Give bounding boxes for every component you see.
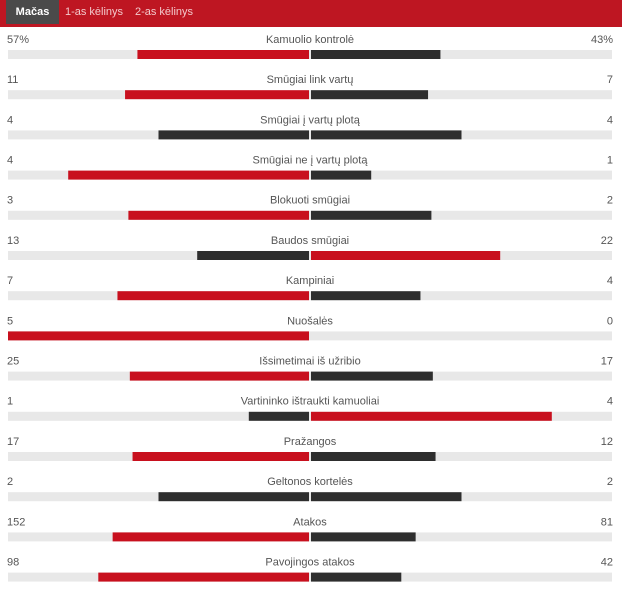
home-value: 4 xyxy=(7,155,13,167)
home-bar xyxy=(125,90,309,100)
bar-track xyxy=(8,371,612,381)
away-bar xyxy=(311,572,402,582)
home-value: 17 xyxy=(7,436,19,448)
stat-label: Blokuoti smūgiai xyxy=(270,195,350,207)
bar-track xyxy=(8,130,612,140)
away-bar xyxy=(311,90,429,100)
away-bar xyxy=(311,50,441,59)
bar-track xyxy=(8,90,612,100)
away-value: 42 xyxy=(601,557,613,569)
away-bar xyxy=(311,532,416,542)
home-value: 25 xyxy=(7,356,19,368)
home-value: 13 xyxy=(7,235,19,247)
away-bar xyxy=(311,251,501,260)
away-value: 43% xyxy=(591,34,613,46)
stat-label: Smūgiai ne į vartų plotą xyxy=(253,155,369,167)
tab[interactable]: 2-as kėlinys xyxy=(135,6,194,18)
away-bar xyxy=(311,411,552,421)
home-bar xyxy=(129,371,309,381)
home-value: 2 xyxy=(7,476,13,488)
away-value: 2 xyxy=(607,476,613,488)
stat-label: Vartininko ištraukti kamuoliai xyxy=(241,396,380,408)
stat-label: Smūgiai link vartų xyxy=(267,74,354,86)
away-bar xyxy=(311,371,433,381)
stat-label: Geltonos kortelės xyxy=(267,476,353,488)
active-tab-bg xyxy=(6,0,59,24)
bar-track xyxy=(8,532,612,542)
home-value: 11 xyxy=(7,74,18,86)
stat-label: Smūgiai į vartų plotą xyxy=(260,114,361,126)
home-bar xyxy=(197,251,309,260)
home-bar xyxy=(98,572,309,582)
bar-track xyxy=(8,411,612,421)
home-value: 57% xyxy=(7,34,29,46)
home-value: 152 xyxy=(7,516,25,528)
home-bar xyxy=(158,130,309,140)
tab[interactable]: 1-as kėlinys xyxy=(65,6,124,18)
header-bar xyxy=(0,0,622,27)
home-value: 7 xyxy=(7,275,13,287)
stat-label: Pražangos xyxy=(284,436,337,448)
stat-label: Nuošalės xyxy=(287,315,333,327)
home-value: 1 xyxy=(7,396,13,408)
away-value: 4 xyxy=(607,114,613,126)
away-value: 4 xyxy=(607,396,613,408)
home-bar xyxy=(68,170,309,180)
away-value: 12 xyxy=(601,436,613,448)
away-value: 7 xyxy=(607,74,613,86)
home-value: 4 xyxy=(7,114,13,126)
away-bar xyxy=(311,170,372,180)
home-bar xyxy=(248,411,309,421)
bar-track xyxy=(8,50,612,59)
home-value: 3 xyxy=(7,195,13,207)
tab[interactable]: Mačas xyxy=(16,6,50,18)
away-value: 0 xyxy=(607,315,613,327)
away-bar xyxy=(311,492,462,502)
home-bar xyxy=(137,50,309,59)
away-value: 81 xyxy=(601,516,613,528)
away-value: 1 xyxy=(607,155,613,167)
away-bar xyxy=(311,291,421,301)
away-value: 4 xyxy=(607,275,613,287)
bar-track xyxy=(8,331,612,341)
home-value: 98 xyxy=(7,557,19,569)
home-bar xyxy=(132,452,309,461)
bar-track xyxy=(8,251,612,260)
stat-label: Kampiniai xyxy=(286,275,334,287)
bar-track xyxy=(8,170,612,180)
stat-label: Kamuolio kontrolė xyxy=(266,34,354,46)
away-bar xyxy=(311,210,432,220)
stat-label: Baudos smūgiai xyxy=(271,235,349,247)
away-bar xyxy=(311,130,462,140)
bar-track xyxy=(8,492,612,502)
stat-label: Pavojingos atakos xyxy=(265,557,355,569)
stat-label: Išsimetimai iš užribio xyxy=(259,356,360,368)
bar-track xyxy=(8,291,612,301)
home-bar xyxy=(112,532,309,542)
away-value: 22 xyxy=(601,235,613,247)
stat-label: Atakos xyxy=(293,516,327,528)
home-bar xyxy=(8,331,309,341)
home-bar xyxy=(158,492,309,502)
home-bar xyxy=(117,291,309,301)
away-value: 17 xyxy=(601,356,613,368)
home-value: 5 xyxy=(7,315,13,327)
away-value: 2 xyxy=(607,195,613,207)
away-bar xyxy=(311,452,436,461)
bar-track xyxy=(8,572,612,582)
home-bar xyxy=(128,210,309,220)
bar-track xyxy=(8,210,612,220)
bar-track xyxy=(8,452,612,461)
